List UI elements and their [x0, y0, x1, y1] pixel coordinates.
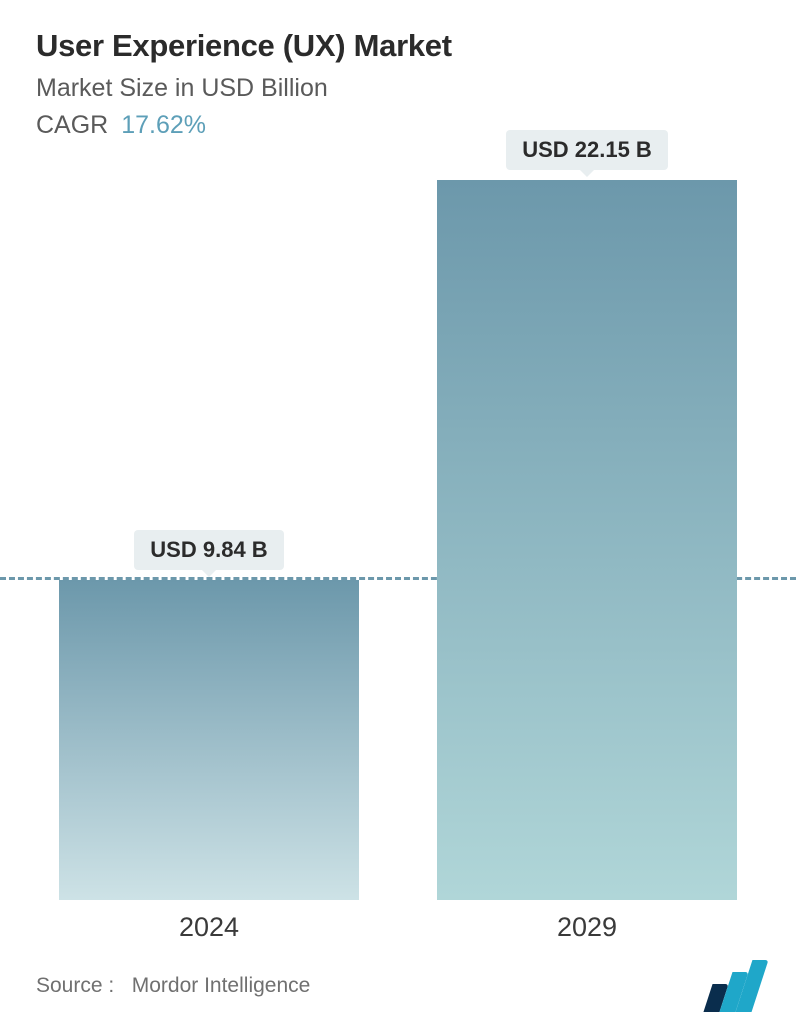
chart-title: User Experience (UX) Market — [36, 28, 760, 64]
source-text: Source : Mordor Intelligence — [36, 974, 310, 998]
x-axis-label: 2029 — [437, 912, 737, 943]
chart-subtitle: Market Size in USD Billion — [36, 74, 760, 103]
chart-area: USD 9.84 B USD 22.15 B — [0, 180, 796, 900]
bar — [59, 580, 359, 900]
brand-logo-icon — [708, 960, 760, 1012]
bar — [437, 180, 737, 900]
x-axis-label: 2024 — [59, 912, 359, 943]
bars-container: USD 9.84 B USD 22.15 B — [0, 180, 796, 900]
source-prefix: Source : — [36, 974, 114, 997]
bar-wrap: USD 22.15 B — [437, 180, 737, 900]
bar-value-label: USD 22.15 B — [506, 130, 668, 170]
cagr-label: CAGR — [36, 111, 108, 139]
bar-wrap: USD 9.84 B — [59, 580, 359, 900]
infographic-root: User Experience (UX) Market Market Size … — [0, 0, 796, 1034]
x-axis-labels: 2024 2029 — [0, 912, 796, 943]
header: User Experience (UX) Market Market Size … — [0, 28, 796, 140]
source-name: Mordor Intelligence — [132, 974, 311, 997]
bar-value-label: USD 9.84 B — [134, 530, 283, 570]
footer: Source : Mordor Intelligence — [36, 960, 760, 1012]
cagr-value: 17.62% — [115, 111, 206, 139]
